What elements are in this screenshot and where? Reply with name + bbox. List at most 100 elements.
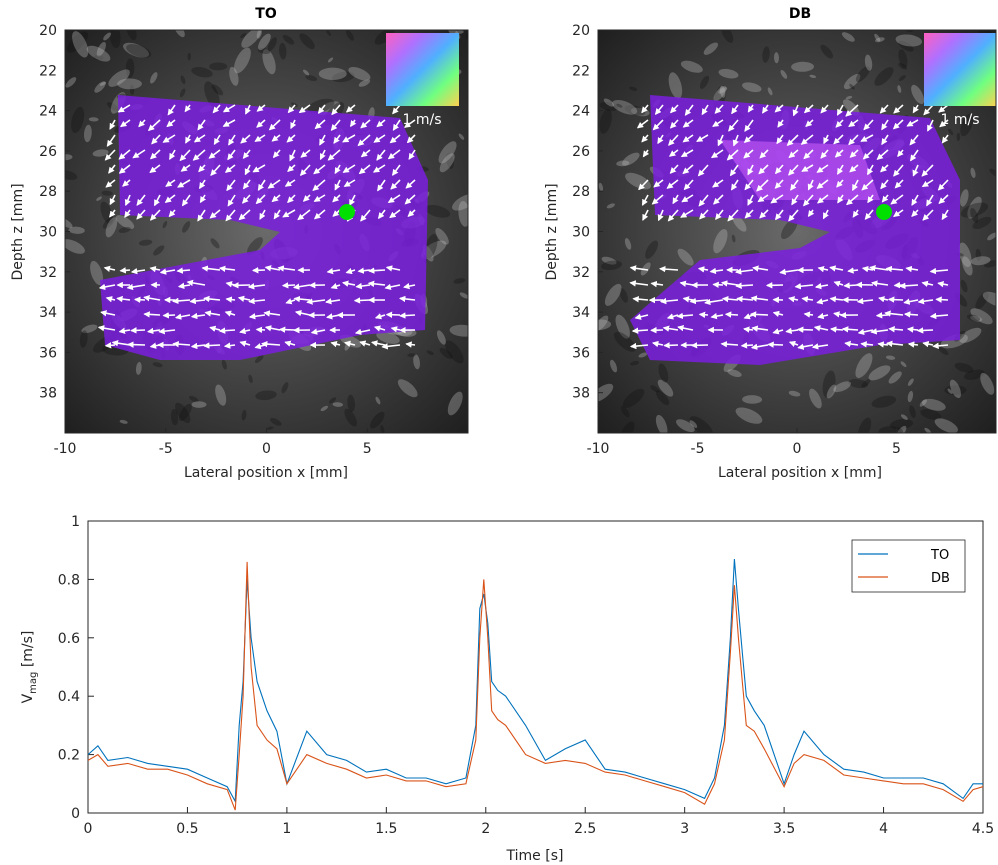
velocity-arrow <box>679 280 694 287</box>
speckle <box>598 319 612 331</box>
velocity-arrow <box>912 104 919 114</box>
velocity-arrow <box>408 149 416 160</box>
speckle <box>65 239 85 254</box>
velocity-arrow <box>774 164 784 175</box>
velocity-arrow <box>696 134 709 142</box>
speckle <box>88 117 99 122</box>
velocity-arrows <box>629 104 949 350</box>
velocity-arrow <box>100 310 116 317</box>
velocity-arrow <box>404 119 416 128</box>
speckle <box>241 409 247 421</box>
velocity-arrow <box>208 149 221 159</box>
velocity-arrow <box>744 179 754 191</box>
speckle <box>949 379 961 399</box>
velocity-arrow <box>330 283 341 290</box>
velocity-arrow <box>846 194 859 206</box>
velocity-arrow <box>715 209 724 221</box>
speckle <box>162 220 168 229</box>
y-tick-label: 36 <box>39 345 57 361</box>
series-line-db <box>87 561 984 811</box>
velocity-arrow <box>747 194 754 206</box>
speckle <box>970 256 991 266</box>
velocity-arrow <box>744 209 754 219</box>
velocity-arrow <box>331 104 341 116</box>
velocity-arrow <box>201 265 221 272</box>
speckle <box>604 283 622 306</box>
y-tick-label: 24 <box>572 104 590 120</box>
velocity-arrow <box>899 282 919 290</box>
velocity-overlay <box>100 95 428 360</box>
velocity-arrow <box>935 296 949 303</box>
velocity-arrow <box>345 104 356 113</box>
velocity-arrow <box>281 282 296 289</box>
velocity-arrow <box>750 295 769 302</box>
velocity-arrow <box>199 179 206 190</box>
velocity-arrow <box>759 209 769 219</box>
speckle <box>601 260 622 271</box>
velocity-arrow <box>669 104 679 114</box>
velocity-arrow <box>294 309 311 317</box>
velocity-arrow <box>814 282 829 290</box>
speckle <box>960 279 968 293</box>
velocity-arrow <box>911 209 919 217</box>
velocity-arrow <box>277 265 296 272</box>
velocity-arrow <box>389 209 401 219</box>
speckle <box>370 411 385 429</box>
x-tick-label: 4.5 <box>972 821 994 837</box>
y-tick-label: 0 <box>71 806 80 822</box>
speckle <box>179 88 186 98</box>
speckle <box>150 72 158 84</box>
velocity-arrow <box>292 283 311 290</box>
speckle <box>100 201 113 224</box>
speckle <box>439 153 455 173</box>
speckle <box>630 360 640 366</box>
velocity-arrow <box>239 327 251 335</box>
speckle <box>732 214 747 232</box>
velocity-arrow <box>146 327 161 335</box>
x-tick-label: 1.5 <box>375 821 397 837</box>
speckle <box>888 371 902 384</box>
velocity-arrow <box>150 149 161 160</box>
velocity-arrow <box>750 343 769 350</box>
velocity-arrow <box>890 194 904 205</box>
speckle <box>102 216 116 229</box>
velocity-arrow <box>244 164 251 176</box>
velocity-arrow <box>668 134 679 146</box>
velocity-arrow <box>680 209 694 218</box>
speckle <box>629 86 638 91</box>
velocity-arrow <box>398 295 416 303</box>
velocity-arrow <box>740 342 754 349</box>
speckle <box>774 52 779 64</box>
speckle <box>843 73 861 90</box>
velocity-arrow <box>791 194 799 206</box>
velocity-arrow <box>162 312 176 319</box>
speckle <box>619 288 628 303</box>
velocity-arrow <box>237 295 251 302</box>
measurement-marker <box>876 204 892 220</box>
velocity-arrow <box>127 341 146 348</box>
velocity-arrow <box>392 164 401 176</box>
velocity-arrow <box>860 341 874 348</box>
vmag-xlabel: Time [s] <box>506 848 564 864</box>
speckle <box>964 369 985 380</box>
y-tick-label: 20 <box>572 23 590 39</box>
velocity-arrow <box>772 310 784 318</box>
velocity-arrow <box>224 164 236 173</box>
velocity-arrow <box>306 298 326 305</box>
speckle <box>871 395 897 408</box>
speckle <box>713 85 727 102</box>
speckle <box>380 425 385 433</box>
speckle <box>907 378 914 386</box>
velocity-arrow <box>713 194 724 205</box>
x-tick-label: 2.5 <box>574 821 596 837</box>
velocity-arrow <box>325 298 341 305</box>
velocity-arrow <box>373 325 386 332</box>
velocity-arrow <box>313 164 326 175</box>
velocity-arrow <box>844 340 859 348</box>
speckle <box>947 388 953 394</box>
velocity-arrow <box>743 134 754 143</box>
color-wheel-label: 1 m/s <box>402 112 441 128</box>
speckle <box>305 74 318 82</box>
velocity-arrow <box>284 179 296 187</box>
speckle <box>975 248 981 261</box>
